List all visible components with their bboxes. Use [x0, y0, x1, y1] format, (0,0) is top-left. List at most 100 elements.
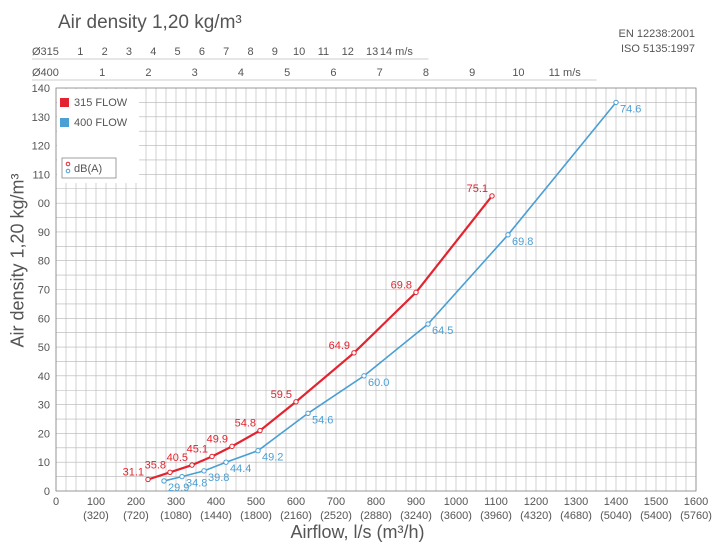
series-400-point — [305, 410, 311, 416]
series-400-data-label: 44.4 — [230, 463, 251, 475]
x-tick-label: 1600 — [684, 496, 708, 508]
scale-315-tick: 13 — [366, 46, 378, 58]
scale-400-tick: 10 — [512, 67, 524, 79]
scale-315-tick: 7 — [223, 46, 229, 58]
series-400-data-label: 49.2 — [262, 452, 283, 464]
x-tick-label: 700 — [327, 496, 345, 508]
scale-400-tick: 11 m/s — [549, 67, 582, 79]
series-400-data-label: 60.0 — [368, 377, 389, 389]
series-400-line — [163, 101, 617, 482]
series-400-point — [505, 232, 511, 238]
x-tick-label: 900 — [407, 496, 425, 508]
plot-frame — [55, 87, 697, 492]
legend-dba-label: dB(A) — [74, 163, 102, 175]
y-tick-label: 40 — [38, 371, 50, 383]
series-315-point — [145, 476, 151, 483]
x-tick-sublabel: (4320) — [520, 510, 552, 522]
x-tick-label: 400 — [207, 496, 225, 508]
x-tick-sublabel: (4680) — [560, 510, 592, 522]
scale-315-tick: 1 — [77, 46, 83, 58]
series-400-data-label: 34.8 — [186, 478, 207, 490]
series-400-data-label: 64.5 — [432, 325, 453, 337]
x-tick-sublabel: (3960) — [480, 510, 512, 522]
scale-315-tick: 4 — [150, 46, 156, 58]
series-315-point — [257, 427, 263, 434]
scale-400-tick: 3 — [192, 67, 198, 79]
y-tick-label: 70 — [38, 285, 50, 297]
legend-dba-box — [61, 157, 117, 179]
x-tick-label: 1400 — [604, 496, 628, 508]
scale-400-tick: 8 — [423, 67, 429, 79]
series-400-point — [613, 99, 619, 106]
legend-label-315: 315 FLOW — [74, 97, 128, 109]
x-tick-sublabel: (5760) — [680, 510, 712, 522]
series-315-point — [209, 453, 215, 460]
x-tick-label: 1500 — [644, 496, 668, 508]
series-400-data-label: 54.6 — [312, 414, 333, 426]
series-315-data-label: 69.8 — [391, 279, 412, 291]
x-tick-label: 1100 — [484, 496, 508, 508]
scale-315-tick: 8 — [247, 46, 253, 58]
scale-315-tick: 12 — [342, 46, 354, 58]
series-315-data-label: 35.8 — [145, 459, 166, 471]
scale-400-tick: 4 — [238, 67, 244, 79]
y-tick-label: 80 — [38, 256, 50, 268]
x-tick-label: 500 — [247, 496, 265, 508]
series-400-point — [179, 473, 185, 480]
y-tick-label: 20 — [38, 428, 50, 440]
series-400-data-label: 39.8 — [208, 472, 229, 484]
scale-315-tick: 10 — [293, 46, 305, 58]
series-315-data-label: 40.5 — [167, 452, 188, 464]
y-tick-label: 00 — [38, 198, 50, 210]
series-400-point — [255, 448, 261, 454]
series-315-data-label: 31.1 — [123, 466, 144, 478]
series-315-data-label: 59.5 — [271, 389, 292, 401]
x-tick-sublabel: (2520) — [320, 510, 352, 522]
y-tick-label: 60 — [38, 313, 50, 325]
x-tick-label: 600 — [287, 496, 305, 508]
series-315-line — [147, 195, 493, 481]
scale-315-tick: 2 — [102, 46, 108, 58]
x-tick-label: 200 — [127, 496, 145, 508]
y-tick-label: 140 — [32, 83, 50, 95]
series-400-point — [361, 373, 367, 379]
x-tick-sublabel: (1080) — [160, 510, 192, 522]
x-tick-sublabel: (1440) — [200, 510, 232, 522]
x-tick-sublabel: (5400) — [640, 510, 672, 522]
scale-400-tick: 6 — [330, 67, 336, 79]
standard-iso: ISO 5135:1997 — [620, 43, 695, 55]
scale-400-tick: 1 — [99, 67, 105, 79]
legend-label-400: 400 FLOW — [74, 117, 128, 129]
scale-315-tick: 6 — [199, 46, 205, 58]
series-315-point — [489, 193, 495, 199]
series-315-data-label: 54.8 — [235, 418, 256, 430]
scale-400-tick: 5 — [284, 67, 290, 79]
series-315-data-label: 75.1 — [467, 183, 488, 195]
scale-315-label: Ø315 — [32, 46, 59, 58]
series-315-point — [413, 289, 419, 296]
series-315-point — [189, 462, 195, 468]
series-315-data-label: 49.9 — [207, 433, 228, 445]
legend-dba-marker-400 — [65, 168, 71, 174]
y-tick-label: 90 — [38, 227, 50, 239]
series-400-data-label: 69.8 — [512, 236, 533, 248]
series-400-data-label: 74.6 — [620, 103, 641, 115]
series-400-point — [425, 321, 431, 327]
scale-315-tick: 3 — [126, 46, 132, 58]
y-tick-label: 0 — [44, 486, 50, 498]
chart-title: Air density 1,20 kg/m³ — [58, 12, 242, 33]
y-tick-label: 30 — [38, 400, 50, 412]
y-tick-label: 110 — [32, 169, 50, 181]
series-400-data-label: 29.9 — [168, 482, 189, 494]
x-tick-sublabel: (720) — [123, 510, 149, 522]
scale-315-tick: 5 — [175, 46, 181, 58]
x-tick-label: 100 — [87, 496, 105, 508]
x-tick-sublabel: (5040) — [600, 510, 632, 522]
scale-315-tick: 11 — [318, 46, 329, 58]
scale-315-tick: 14 m/s — [380, 46, 414, 58]
x-tick-sublabel: (3600) — [440, 510, 472, 522]
series-315-point — [351, 350, 357, 356]
scale-400-label: Ø400 — [32, 67, 59, 79]
x-axis-label: Airflow, l/s (m³/h) — [290, 522, 425, 542]
